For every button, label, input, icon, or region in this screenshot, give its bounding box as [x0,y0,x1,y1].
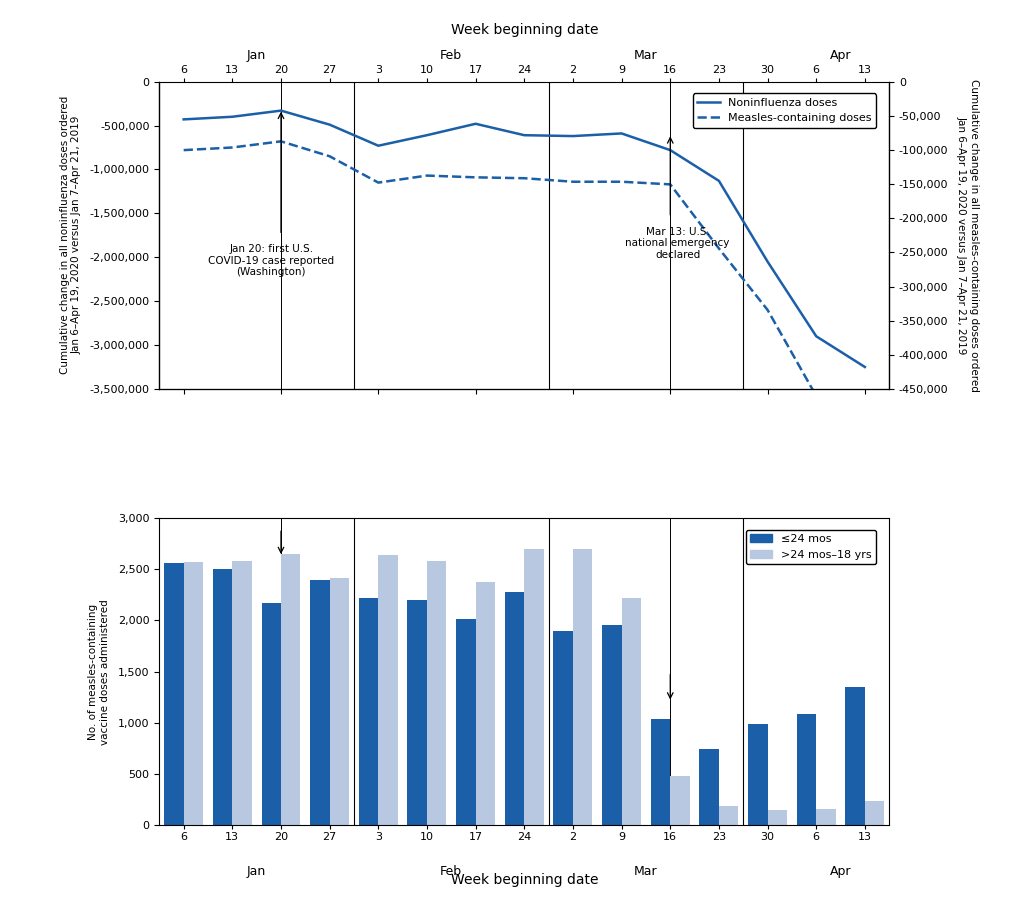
Y-axis label: No. of measles-containing
vaccine doses administered: No. of measles-containing vaccine doses … [88,599,110,745]
Bar [281,554,300,825]
Bar [359,598,378,825]
Bar [184,562,204,825]
Legend: ≤24 mos, >24 mos–18 yrs: ≤24 mos, >24 mos–18 yrs [745,530,876,564]
Bar [213,570,232,825]
Bar [670,776,690,825]
Bar [797,714,816,825]
Bar [164,563,184,825]
Bar [524,549,544,825]
Bar [845,688,865,825]
Bar [651,719,670,825]
Legend: Noninfluenza doses, Measles-containing doses: Noninfluenza doses, Measles-containing d… [693,93,876,128]
Y-axis label: Cumulative change in all measles-containing doses ordered
Jan 6–Apr 19, 2020 ver: Cumulative change in all measles-contain… [957,79,979,392]
Text: Mar: Mar [634,865,658,878]
Bar [310,580,330,825]
Bar [816,809,836,825]
Text: Feb: Feb [440,865,463,878]
Bar [719,806,738,825]
Bar [622,598,641,825]
Text: Jan: Jan [247,865,266,878]
Bar [602,625,622,825]
Bar [407,600,427,825]
Bar [553,630,573,825]
Bar [378,555,398,825]
X-axis label: Week beginning date: Week beginning date [450,873,598,887]
Y-axis label: Cumulative change in all noninfluenza doses ordered
Jan 6–Apr 19, 2020 versus Ja: Cumulative change in all noninfluenza do… [60,96,81,375]
Bar [865,801,884,825]
Text: Apr: Apr [830,865,851,878]
Bar [748,724,768,825]
Bar [573,549,592,825]
Bar [699,748,719,825]
Bar [505,591,524,825]
Bar [232,561,252,825]
Bar [456,619,476,825]
Bar [261,603,281,825]
Text: Jan 20: first U.S.
COVID-19 case reported
(Washington): Jan 20: first U.S. COVID-19 case reporte… [209,244,334,278]
Bar [476,581,495,825]
Bar [768,810,787,825]
Text: Mar 13: U.S.
national emergency
declared: Mar 13: U.S. national emergency declared [625,227,730,259]
X-axis label: Week beginning date: Week beginning date [450,24,598,37]
Bar [330,579,350,825]
Bar [427,561,446,825]
